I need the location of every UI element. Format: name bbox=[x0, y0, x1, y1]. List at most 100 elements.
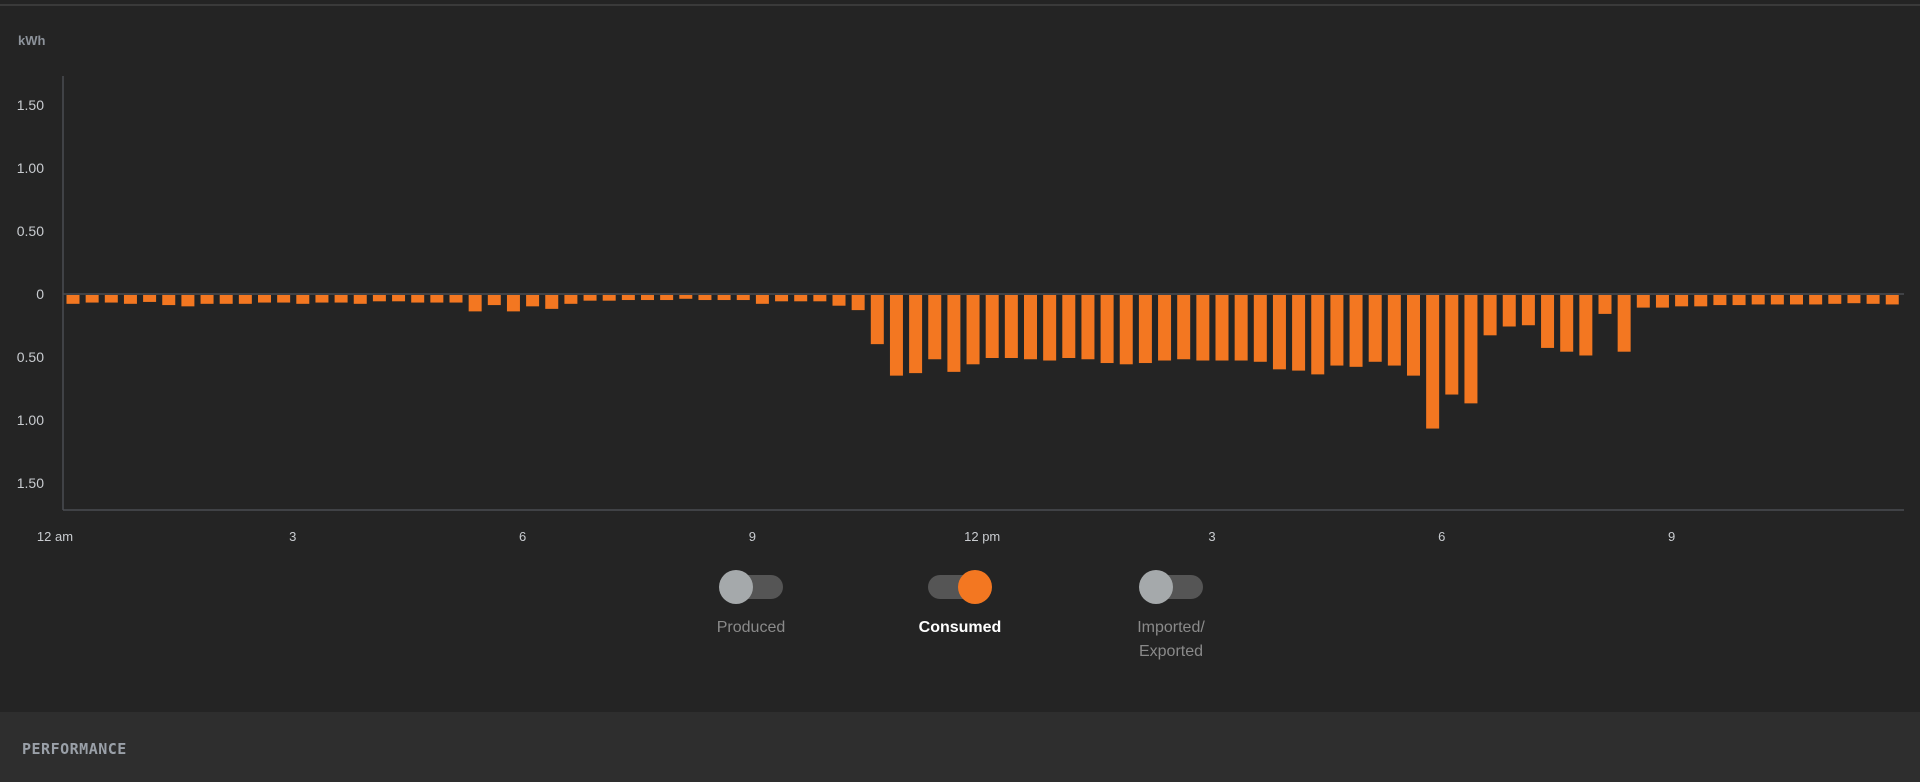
consumed-bar[interactable] bbox=[143, 295, 157, 302]
consumed-bar[interactable] bbox=[1770, 295, 1784, 305]
consumed-bar[interactable] bbox=[755, 295, 769, 304]
consumed-bar[interactable] bbox=[1311, 295, 1325, 375]
consumed-bar[interactable] bbox=[621, 295, 635, 301]
consumed-bar[interactable] bbox=[277, 295, 291, 303]
consumed-bar[interactable] bbox=[564, 295, 578, 304]
consumed-bar[interactable] bbox=[258, 295, 271, 303]
consumed-bar[interactable] bbox=[1426, 295, 1440, 429]
consumed-toggle[interactable] bbox=[928, 570, 992, 604]
consumed-bar[interactable] bbox=[468, 295, 482, 312]
consumed-bar[interactable] bbox=[1560, 295, 1574, 352]
consumed-bar[interactable] bbox=[698, 295, 712, 301]
consumed-bar[interactable] bbox=[1828, 295, 1842, 304]
consumed-bar[interactable] bbox=[1790, 295, 1803, 305]
consumed-bar[interactable] bbox=[1655, 295, 1669, 308]
produced-toggle[interactable] bbox=[719, 570, 783, 604]
consumed-bar[interactable] bbox=[928, 295, 942, 360]
consumed-bar[interactable] bbox=[85, 295, 99, 303]
consumed-bar[interactable] bbox=[1885, 295, 1899, 305]
consumed-bar[interactable] bbox=[1292, 295, 1306, 371]
consumed-bar[interactable] bbox=[315, 295, 329, 303]
consumed-bar[interactable] bbox=[1119, 295, 1133, 365]
consumed-bar[interactable] bbox=[66, 295, 80, 304]
consumed-bar[interactable] bbox=[1732, 295, 1746, 306]
consumed-bar[interactable] bbox=[1234, 295, 1248, 361]
consumed-bar[interactable] bbox=[1387, 295, 1401, 366]
consumed-bar[interactable] bbox=[1215, 295, 1229, 361]
consumed-bar[interactable] bbox=[1100, 295, 1114, 364]
consumed-bar[interactable] bbox=[583, 295, 597, 301]
consumed-bar[interactable] bbox=[181, 295, 195, 307]
consumed-bar[interactable] bbox=[1579, 295, 1593, 356]
consumed-bar[interactable] bbox=[411, 295, 425, 303]
consumed-bar[interactable] bbox=[1713, 295, 1727, 306]
consumed-bar[interactable] bbox=[1330, 295, 1344, 366]
consumed-bar[interactable] bbox=[1483, 295, 1497, 336]
consumed-bar[interactable] bbox=[1694, 295, 1708, 307]
consumed-bar[interactable] bbox=[372, 295, 386, 302]
consumed-bar[interactable] bbox=[1464, 295, 1478, 404]
consumed-bar[interactable] bbox=[296, 295, 310, 304]
consumed-bar[interactable] bbox=[602, 295, 616, 301]
consumed-bar[interactable] bbox=[1407, 295, 1420, 376]
consumed-bar[interactable] bbox=[1617, 295, 1631, 352]
consumed-bar[interactable] bbox=[1081, 295, 1095, 360]
consumed-bar[interactable] bbox=[1847, 295, 1861, 304]
consumed-bar[interactable] bbox=[506, 295, 520, 312]
consumed-bar[interactable] bbox=[1062, 295, 1076, 358]
consumed-bar[interactable] bbox=[353, 295, 367, 304]
consumed-bar[interactable] bbox=[200, 295, 214, 304]
consumed-bar[interactable] bbox=[430, 295, 444, 303]
consumed-bar[interactable] bbox=[832, 295, 846, 306]
consumed-bar[interactable] bbox=[775, 295, 789, 302]
consumed-bar[interactable] bbox=[985, 295, 999, 358]
consumed-bar[interactable] bbox=[1004, 295, 1018, 358]
consumed-bar[interactable] bbox=[1177, 295, 1191, 360]
performance-section-header[interactable]: PERFORMANCE bbox=[0, 712, 1920, 782]
consumed-bar[interactable] bbox=[1138, 295, 1152, 364]
consumed-bar[interactable] bbox=[1196, 295, 1210, 361]
consumed-bar[interactable] bbox=[487, 295, 501, 306]
consumed-bar[interactable] bbox=[123, 295, 137, 304]
consumed-bar[interactable] bbox=[679, 295, 693, 299]
consumed-bar[interactable] bbox=[219, 295, 233, 304]
consumed-bar[interactable] bbox=[966, 295, 980, 365]
consumed-bar[interactable] bbox=[1866, 295, 1880, 304]
consumed-bar[interactable] bbox=[1521, 295, 1535, 326]
consumed-bar[interactable] bbox=[1751, 295, 1765, 305]
consumed-bar[interactable] bbox=[1253, 295, 1267, 362]
consumed-bar[interactable] bbox=[813, 295, 827, 302]
consumed-bar[interactable] bbox=[392, 295, 406, 302]
consumed-bar[interactable] bbox=[660, 295, 674, 301]
consumed-bar[interactable] bbox=[1636, 295, 1650, 308]
consumed-bar[interactable] bbox=[641, 295, 654, 301]
consumed-bar[interactable] bbox=[717, 295, 731, 301]
consumed-bar[interactable] bbox=[1158, 295, 1172, 361]
consumed-bar[interactable] bbox=[851, 295, 865, 311]
consumed-bar[interactable] bbox=[334, 295, 348, 303]
consumed-bar[interactable] bbox=[1541, 295, 1555, 348]
consumed-bar[interactable] bbox=[162, 295, 176, 306]
consumed-bar[interactable] bbox=[449, 295, 463, 303]
consumed-bar[interactable] bbox=[1024, 295, 1037, 360]
consumed-bar[interactable] bbox=[1675, 295, 1689, 307]
consumed-bar[interactable] bbox=[736, 295, 750, 301]
consumed-bar[interactable] bbox=[1043, 295, 1057, 361]
consumed-bar[interactable] bbox=[545, 295, 559, 309]
consumed-bar[interactable] bbox=[870, 295, 884, 345]
consumed-bar[interactable] bbox=[889, 295, 903, 376]
consumed-bar[interactable] bbox=[1445, 295, 1459, 395]
consumed-bar[interactable] bbox=[238, 295, 252, 304]
consumed-bar[interactable] bbox=[1809, 295, 1823, 305]
imported-exported-toggle[interactable] bbox=[1139, 570, 1203, 604]
consumed-bar[interactable] bbox=[1368, 295, 1382, 362]
consumed-bar[interactable] bbox=[526, 295, 540, 307]
consumed-bar[interactable] bbox=[947, 295, 961, 372]
consumed-bar[interactable] bbox=[1349, 295, 1363, 367]
consumed-bar[interactable] bbox=[794, 295, 808, 302]
consumed-bar[interactable] bbox=[104, 295, 118, 303]
consumed-bar[interactable] bbox=[909, 295, 923, 374]
consumed-bar[interactable] bbox=[1272, 295, 1286, 370]
consumed-bar[interactable] bbox=[1502, 295, 1516, 327]
consumed-bar[interactable] bbox=[1598, 295, 1612, 314]
